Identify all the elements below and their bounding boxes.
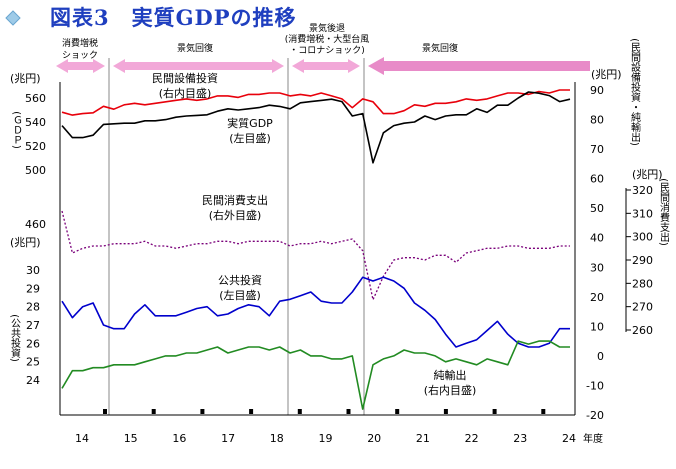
series-line-1: [61, 89, 570, 116]
phase-label-1: 消費増税ショック: [62, 37, 98, 61]
gdp-axis-label: (ＧＤＰ): [11, 111, 22, 149]
right-inner-tick-label: 40: [590, 232, 604, 245]
x-tick-label: 18: [270, 432, 284, 445]
page-title: 図表3 実質GDPの推移: [50, 5, 297, 30]
series-label-2: 実質GDP (左目盛): [227, 116, 273, 145]
public-tick-label: 29: [26, 282, 40, 295]
series-line-3: [61, 210, 570, 301]
x-tick-label: 20: [367, 432, 381, 445]
public-tick-label: 27: [26, 319, 40, 332]
x-tick-label: 21: [416, 432, 430, 445]
gdp-tick-label: 520: [25, 140, 46, 153]
x-tick-mark: [395, 409, 400, 414]
phase-arrow-3-right-head: [348, 59, 360, 73]
right-outer-unit-label: (兆円): [632, 168, 663, 181]
public-tick-label: 24: [26, 374, 40, 387]
right-outer-tick-label: 270: [632, 301, 653, 314]
right-inner-tick-label: 80: [590, 114, 604, 127]
right-inner-unit-label: (兆円): [591, 68, 622, 81]
right-inner-tick-label: 70: [590, 143, 604, 156]
public-tick-label: 28: [26, 301, 40, 314]
public-tick-label: 26: [26, 337, 40, 350]
phase-label-4: 景気回復: [422, 42, 458, 54]
right-inner-tick-label: 50: [590, 202, 604, 215]
phase-arrow-3-left-head: [292, 59, 304, 73]
axes: 14 15 16 17 18 19 20 21 22 23 24 年度500520540560460(…: [9, 38, 670, 445]
phase-arrow-1: [66, 62, 95, 70]
public-tick-label: 30: [26, 264, 40, 277]
gdp-tick-label: 540: [25, 116, 46, 129]
series: [61, 89, 571, 410]
right-outer-tick-label: 260: [632, 324, 653, 337]
phase-arrow-2-right-head: [272, 59, 284, 73]
right-outer-tick-label: 290: [632, 254, 653, 267]
right-outer-axis-label: (民間消費支出): [658, 178, 670, 246]
right-outer-tick-label: 280: [632, 277, 653, 290]
diamond-icon: [5, 10, 21, 26]
x-tick-mark: [151, 409, 156, 414]
right-inner-axis-label: (民間設備投資・純輸出): [629, 38, 641, 146]
x-axis-label: 年度: [583, 432, 603, 445]
public-unit-label: (兆円): [10, 236, 41, 249]
series-label-3: 民間消費支出(右外目盛): [202, 193, 268, 222]
right-inner-tick-label: -20: [586, 409, 604, 422]
right-outer-tick-label: 300: [632, 231, 653, 244]
x-tick-label: 23: [513, 432, 527, 445]
series-label-4: 公共投資(左目盛): [218, 273, 262, 302]
right-inner-tick-label: 20: [590, 291, 604, 304]
right-inner-tick-label: -10: [586, 379, 604, 392]
header: 図表3 実質GDPの推移: [5, 5, 297, 30]
series-line-5: [61, 340, 570, 410]
series-label-1: 民間設備投資(右内目盛): [152, 71, 218, 100]
right-inner-tick-label: 10: [590, 320, 604, 333]
gdp-unit-label: (兆円): [10, 72, 41, 85]
x-tick-label: 15: [124, 432, 138, 445]
phase-arrow-2-left-head: [113, 59, 125, 73]
right-inner-tick-label: 0: [597, 350, 604, 363]
x-tick-mark: [443, 409, 448, 414]
phase-label-3: 景気後退(消費増税・大型台風・コロナショック): [285, 22, 370, 56]
x-tick-mark: [103, 409, 107, 414]
x-tick-mark: [200, 409, 205, 414]
x-tick-mark: [492, 409, 497, 414]
public-tick-label: 25: [26, 356, 40, 369]
x-tick-label: 22: [465, 432, 479, 445]
x-tick-mark: [541, 409, 546, 414]
gdp-tick-label: 460: [25, 218, 46, 231]
x-tick-label: 24: [562, 432, 576, 445]
x-tick-mark: [346, 409, 351, 414]
phase-arrow-2: [123, 62, 274, 70]
phase-arrow-4-head: [368, 57, 384, 75]
phase-bar: 消費増税ショック 景気回復 景気後退(消費増税・大型台風・コロナショック) 景気回復: [56, 22, 590, 75]
right-inner-tick-label: 60: [590, 173, 604, 186]
series-line-4: [61, 276, 570, 348]
x-tick-label: 17: [221, 432, 235, 445]
public-axis-label: (公共投資): [9, 314, 21, 362]
phase-arrow-4: [382, 61, 590, 71]
phase-arrow-1-left-head: [56, 59, 68, 73]
series-label-5: 純輸出(右内目盛): [424, 368, 477, 397]
x-tick-label: 19: [319, 432, 333, 445]
right-outer-tick-label: 320: [632, 184, 653, 197]
series-labels: 民間設備投資(右内目盛) 実質GDP (左目盛) 民間消費支出(右外目盛) 公共投資(左…: [152, 71, 476, 397]
x-tick-mark: [249, 409, 254, 414]
right-inner-tick-label: 90: [590, 84, 604, 97]
series-line-2: [61, 91, 571, 164]
right-inner-tick-label: 30: [590, 261, 604, 274]
x-tick-label: 14: [75, 432, 89, 445]
phase-arrow-3: [302, 62, 350, 70]
x-tick-label: 16: [172, 432, 186, 445]
phase-label-2: 景気回復: [177, 42, 213, 54]
gdp-tick-label: 560: [25, 92, 46, 105]
right-outer-tick-label: 310: [632, 207, 653, 220]
gdp-tick-label: 500: [25, 164, 46, 177]
phase-arrow-1-right-head: [93, 59, 105, 73]
x-tick-mark: [297, 409, 302, 414]
